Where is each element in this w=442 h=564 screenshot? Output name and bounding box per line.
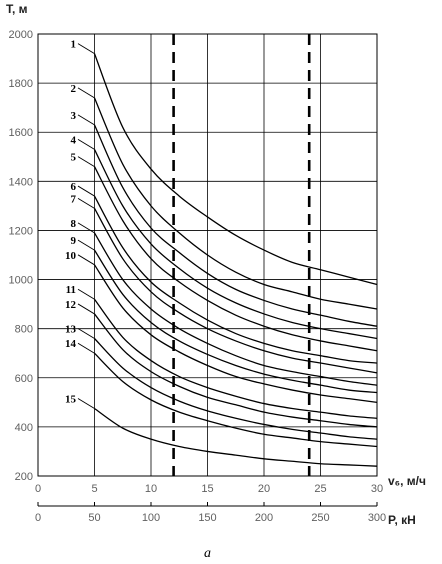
x2-tick-label: 300 bbox=[368, 512, 386, 524]
x-tick-label: 10 bbox=[145, 483, 157, 495]
curves bbox=[93, 53, 378, 467]
y-tick-label: 400 bbox=[15, 422, 33, 434]
x2-axis-title: P, кН bbox=[388, 513, 416, 527]
curve-label-14: 14 bbox=[65, 338, 77, 350]
y-tick-label: 1400 bbox=[9, 176, 33, 188]
curve-14 bbox=[94, 352, 378, 448]
x-tick-label: 15 bbox=[201, 483, 213, 495]
y-tick-label: 200 bbox=[15, 471, 33, 483]
y-tick-label: 1000 bbox=[9, 275, 33, 287]
x-tick-label: 25 bbox=[314, 483, 326, 495]
curve-label-8: 8 bbox=[71, 218, 77, 230]
curve-label-5: 5 bbox=[71, 152, 77, 164]
curve-2 bbox=[93, 97, 378, 310]
curve-label-12: 12 bbox=[65, 299, 77, 311]
label-leader-2 bbox=[77, 87, 95, 99]
label-leader-13 bbox=[77, 328, 95, 339]
curve-11 bbox=[93, 298, 378, 419]
y-tick-label: 600 bbox=[15, 373, 33, 385]
curve-9 bbox=[93, 249, 378, 394]
reference-lines bbox=[172, 34, 311, 476]
plot-frame bbox=[37, 33, 378, 477]
label-leader-11 bbox=[77, 288, 95, 300]
curve-10 bbox=[93, 264, 378, 403]
curve-label-11: 11 bbox=[66, 284, 76, 296]
curve-label-2: 2 bbox=[71, 83, 77, 95]
curve-label-10: 10 bbox=[65, 250, 77, 262]
y-tick-label: 2000 bbox=[9, 29, 33, 41]
curve-13 bbox=[94, 338, 378, 440]
x-tick-label: 5 bbox=[91, 483, 97, 495]
curve-label-3: 3 bbox=[71, 110, 77, 122]
label-leader-10 bbox=[77, 254, 95, 266]
x-tick-label: 20 bbox=[258, 483, 270, 495]
curve-label-1: 1 bbox=[71, 39, 77, 51]
y-tick-label: 800 bbox=[15, 324, 33, 336]
label-leader-7 bbox=[77, 197, 95, 209]
y-axis-title: T, м bbox=[6, 2, 28, 16]
curve-label-4: 4 bbox=[71, 134, 77, 146]
label-leader-5 bbox=[77, 156, 95, 167]
x-tick-label: 0 bbox=[35, 483, 41, 495]
y-tick-label: 1800 bbox=[9, 78, 33, 90]
curve-12 bbox=[93, 313, 378, 428]
x2-tick-label: 0 bbox=[35, 512, 41, 524]
label-leader-4 bbox=[77, 139, 95, 150]
label-leader-9 bbox=[77, 239, 95, 251]
label-leader-1 bbox=[77, 43, 95, 55]
figure-caption: a bbox=[204, 546, 211, 561]
y-tick-label: 1200 bbox=[9, 225, 33, 237]
label-leader-6 bbox=[77, 185, 95, 197]
curve-6 bbox=[93, 195, 378, 364]
label-leader-3 bbox=[77, 114, 95, 126]
curve-label-15: 15 bbox=[65, 393, 77, 405]
y-tick-label: 1600 bbox=[9, 127, 33, 139]
x2-tick-label: 200 bbox=[255, 512, 273, 524]
x2-tick-label: 50 bbox=[88, 512, 100, 524]
curve-label-13: 13 bbox=[65, 323, 77, 335]
label-leader-8 bbox=[77, 222, 95, 234]
curve-4 bbox=[93, 149, 378, 340]
curve-label-6: 6 bbox=[71, 181, 77, 193]
x2-tick-label: 100 bbox=[142, 512, 160, 524]
label-leader-14 bbox=[77, 342, 95, 354]
x-tick-label: 30 bbox=[371, 483, 383, 495]
label-leader-15 bbox=[77, 398, 95, 409]
x2-tick-label: 250 bbox=[311, 512, 329, 524]
curve-1 bbox=[93, 53, 378, 286]
curve-7 bbox=[93, 208, 378, 374]
curve-8 bbox=[93, 232, 378, 386]
curve-15 bbox=[94, 407, 378, 467]
label-leader-12 bbox=[77, 303, 95, 315]
curve-3 bbox=[93, 124, 378, 327]
curve-label-7: 7 bbox=[71, 193, 77, 205]
curve-5 bbox=[93, 166, 378, 352]
x-axis-title: v₆, м/ч bbox=[388, 474, 426, 488]
curve-label-9: 9 bbox=[71, 235, 77, 247]
x2-tick-label: 150 bbox=[198, 512, 216, 524]
